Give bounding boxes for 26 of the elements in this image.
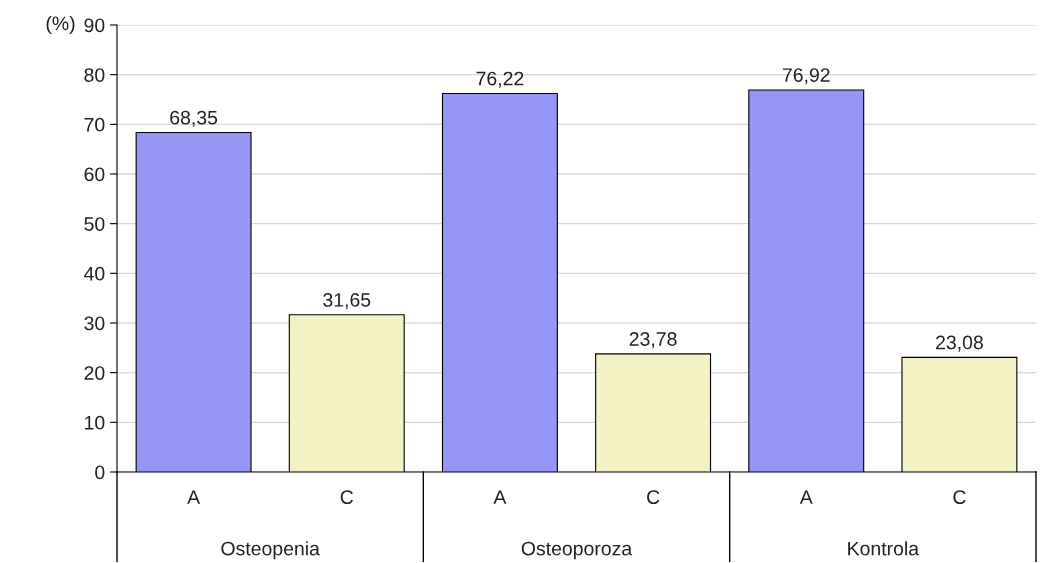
x-tick-label: Osteoporoza <box>521 541 633 560</box>
series-label: A <box>187 490 201 504</box>
data-label: 76,22 <box>476 71 524 88</box>
y-axis-title: (%) <box>46 15 75 35</box>
y-tick-label: 20 <box>84 366 105 380</box>
y-tick-label: 0 <box>95 465 105 480</box>
data-label: 23,78 <box>629 332 677 349</box>
y-tick-label: 60 <box>84 167 105 182</box>
y-tick-label: 70 <box>84 117 105 132</box>
text: A <box>493 490 507 504</box>
x-tick-label: Osteopenia <box>221 541 320 560</box>
y-tick-label: 80 <box>84 68 105 82</box>
y-tick-label: 50 <box>84 217 105 231</box>
text: C <box>647 490 660 505</box>
text: A <box>799 490 813 504</box>
y-tick-label: 40 <box>84 266 105 281</box>
x-tick-label: Kontrola <box>848 541 920 556</box>
y-tick-label: 30 <box>84 316 105 331</box>
data-label: 23,08 <box>936 335 983 352</box>
y-tick-label: 90 <box>84 18 105 33</box>
text: C <box>953 490 966 505</box>
data-label: 68,35 <box>170 110 218 127</box>
data-label: 31,65 <box>323 293 371 310</box>
y-tick-label: 10 <box>85 415 105 430</box>
data-label: 76,92 <box>782 68 830 85</box>
series-label: C <box>340 490 354 505</box>
